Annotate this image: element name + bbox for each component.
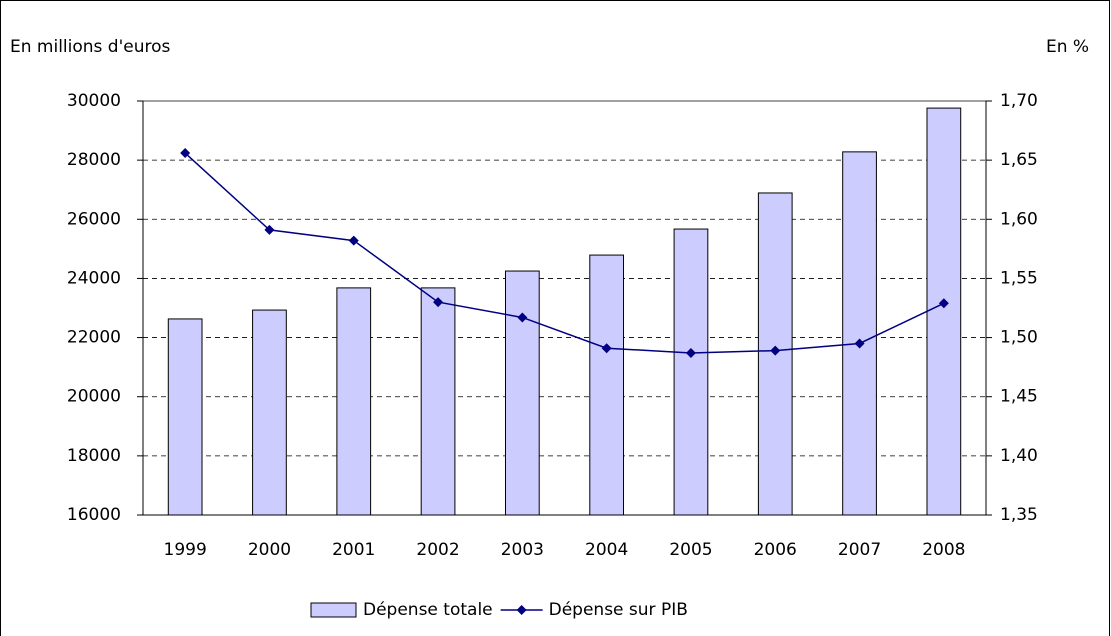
x-tick-label: 2005 [669, 540, 712, 560]
x-tick-label: 2008 [922, 540, 965, 560]
line-marker [685, 347, 696, 358]
y2-tick-label: 1,40 [1000, 446, 1038, 466]
y-tick-label: 22000 [67, 328, 121, 348]
y2-tick-label: 1,45 [1000, 387, 1038, 407]
bar [336, 287, 372, 516]
y2-axis-title: En % [1046, 37, 1089, 57]
y-tick-label: 16000 [67, 505, 121, 525]
line-marker [938, 298, 949, 309]
x-tick-label: 2007 [838, 540, 881, 560]
y2-tick-label: 1,55 [1000, 268, 1038, 288]
line-marker [264, 224, 275, 235]
y-tick-label: 28000 [67, 150, 121, 170]
y2-tick-label: 1,60 [1000, 209, 1038, 229]
y-tick-label: 18000 [67, 446, 121, 466]
line-marker [348, 235, 359, 246]
line-marker [770, 345, 781, 356]
bar [167, 318, 203, 516]
legend-marker [516, 605, 527, 615]
line [184, 152, 945, 354]
x-tick-label: 2003 [501, 540, 544, 560]
line-marker [854, 338, 865, 349]
y2-tick-label: 1,65 [1000, 150, 1038, 170]
legend-swatch [310, 602, 357, 618]
bar [504, 270, 540, 516]
x-tick-label: 2006 [754, 540, 797, 560]
bar [842, 151, 877, 516]
y-tick-label: 24000 [67, 268, 121, 288]
x-tick-label: 1999 [164, 540, 207, 560]
y2-tick-label: 1,70 [1000, 91, 1038, 111]
x-tick-label: 2001 [332, 540, 375, 560]
y-tick-label: 30000 [67, 91, 121, 111]
x-tick-label: 2004 [585, 540, 628, 560]
legend-label: Dépense totale [363, 600, 493, 620]
bar [926, 107, 962, 516]
line-marker [433, 297, 444, 308]
y2-tick-label: 1,50 [1000, 328, 1038, 348]
x-tick-label: 2000 [248, 540, 291, 560]
bar [673, 228, 709, 516]
y-axis-title: En millions d'euros [10, 37, 171, 57]
bar [589, 254, 625, 516]
y-tick-label: 26000 [67, 209, 121, 229]
line-marker [517, 312, 528, 323]
bar [420, 287, 456, 516]
y-tick-label: 20000 [67, 387, 121, 407]
line-marker [180, 148, 191, 159]
bar [252, 309, 287, 516]
x-tick-label: 2002 [416, 540, 459, 560]
legend-label: Dépense sur PIB [549, 600, 688, 620]
y2-tick-label: 1,35 [1000, 505, 1038, 525]
line-marker [601, 343, 612, 354]
